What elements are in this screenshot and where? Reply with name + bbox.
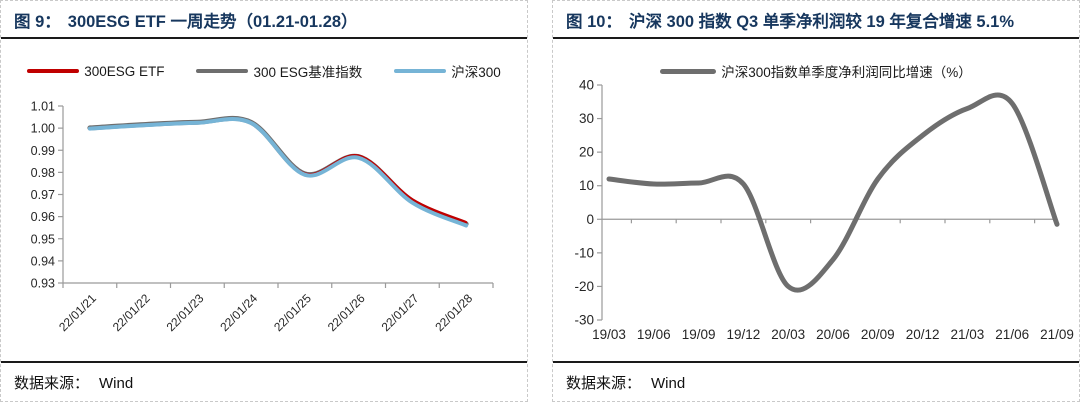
y-tick-label: 0.97	[31, 188, 55, 202]
series-line-2	[87, 117, 469, 228]
figure-10-source-value: Wind	[651, 375, 686, 392]
y-tick-label: -20	[574, 279, 594, 294]
y-tick-label: 20	[579, 145, 594, 160]
y-tick-label: 0.94	[31, 254, 55, 268]
y-tick-label: 0.93	[31, 277, 55, 291]
x-tick-label: 22/01/26	[325, 291, 368, 334]
y-tick-label: 0	[586, 212, 594, 227]
x-tick-label: 19/09	[682, 327, 716, 342]
y-tick-label: -30	[574, 313, 594, 328]
legend-label: 沪深300指数单季度净利润同比增速（%）	[721, 65, 972, 80]
x-tick-label: 19/03	[592, 327, 626, 342]
legend-swatch-icon	[394, 68, 447, 74]
legend-label: 沪深300	[451, 65, 501, 80]
x-tick-label: 22/01/25	[271, 291, 314, 334]
y-tick-label: 10	[579, 178, 594, 193]
figure-9-title: 图 9： 300ESG ETF 一周走势（01.21-01.28）	[1, 1, 527, 39]
y-tick-label: 1.00	[31, 122, 55, 136]
axes	[597, 84, 1057, 321]
y-tick-label: 0.95	[31, 232, 55, 246]
x-tick-label: 21/09	[1040, 327, 1074, 342]
x-tick-label: 22/01/23	[164, 291, 207, 334]
y-tick-label: 40	[579, 78, 594, 93]
series-line-0	[88, 117, 468, 224]
y-tick-label: 0.99	[31, 144, 55, 158]
legend-item-2: 沪深300	[394, 61, 501, 81]
y-tick-label: 30	[579, 111, 594, 126]
legend-item-0: 300ESG ETF	[27, 64, 164, 79]
series-line-0	[606, 92, 1060, 293]
x-tick-label: 22/01/28	[432, 291, 475, 334]
figure-10-source-label: 数据来源：	[566, 376, 642, 392]
x-tick-label: 22/01/27	[379, 291, 422, 334]
x-tick-label: 19/12	[727, 327, 761, 342]
series-line-1	[87, 115, 469, 227]
y-tick-label: -10	[574, 245, 594, 260]
figure-9-title-text: 300ESG ETF 一周走势（01.21-01.28）	[67, 13, 358, 31]
legend-swatch-icon	[660, 68, 717, 74]
figure-10-title-prefix: 图 10：	[566, 13, 622, 31]
figure-10-panel: 图 10： 沪深 300 指数 Q3 单季净利润较 19 年复合增速 5.1% 4…	[552, 0, 1080, 402]
figure-9-line-chart: 1.011.000.990.980.970.960.950.940.9322/0…	[31, 100, 494, 334]
x-tick-label: 21/03	[951, 327, 985, 342]
legend-item-1: 300 ESG基准指数	[196, 61, 362, 81]
x-tick-label: 22/01/21	[56, 291, 99, 334]
figure-10-chart-area: 40 30 20 10 0 -10 -20 -30 19/03 19/06 19/09 19/12 20…	[553, 39, 1079, 361]
x-tick-label: 22/01/22	[110, 291, 153, 334]
figure-9-chart-area: 1.01 1.00 0.99 0.98 0.97 0.96 0.95 0.94 0.93 22/0…	[1, 39, 527, 361]
legend-swatch-icon	[196, 68, 249, 74]
legend-swatch-icon	[27, 68, 80, 74]
x-tick-label: 21/06	[995, 327, 1029, 342]
figure-10-source-row: 数据来源： Wind	[553, 361, 1079, 401]
figure-9-source-value: Wind	[99, 375, 134, 392]
x-tick-label: 20/06	[816, 327, 850, 342]
y-tick-label: 0.98	[31, 166, 55, 180]
figure-10-title: 图 10： 沪深 300 指数 Q3 单季净利润较 19 年复合增速 5.1%	[553, 1, 1079, 39]
legend-item-0: 沪深300指数单季度净利润同比增速（%）	[660, 61, 972, 81]
figure-9-legend: 300ESG ETF 300 ESG基准指数 沪深300	[1, 61, 527, 81]
legend-label: 300 ESG基准指数	[253, 65, 363, 80]
figure-9-title-prefix: 图 9：	[14, 13, 61, 31]
legend-label: 300ESG ETF	[84, 63, 165, 79]
figure-10-title-text: 沪深 300 指数 Q3 单季净利润较 19 年复合增速 5.1%	[628, 13, 1015, 31]
figure-9-source-row: 数据来源： Wind	[1, 361, 527, 401]
x-tick-label: 20/12	[906, 327, 940, 342]
x-tick-label: 20/09	[861, 327, 895, 342]
figure-9-panel: 图 9： 300ESG ETF 一周走势（01.21-01.28） 1.01 1.0…	[0, 0, 528, 402]
x-tick-label: 19/06	[637, 327, 671, 342]
axes	[58, 105, 494, 288]
figure-10-legend: 沪深300指数单季度净利润同比增速（%）	[553, 61, 1079, 81]
figure-9-source-label: 数据来源：	[14, 376, 90, 392]
y-tick-label: 1.01	[31, 100, 55, 114]
x-tick-label: 22/01/24	[217, 291, 260, 334]
y-tick-label: 0.96	[31, 210, 55, 224]
x-tick-label: 20/03	[771, 327, 805, 342]
